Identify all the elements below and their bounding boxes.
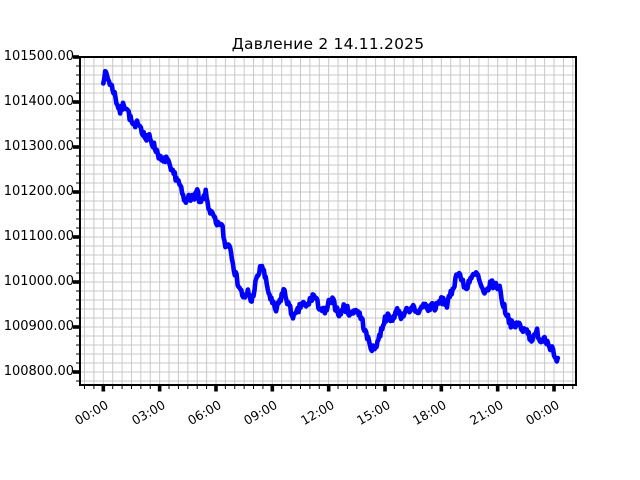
- plot-border: [79, 56, 577, 386]
- y-axis-label: 100800.00: [3, 364, 74, 379]
- y-axis-label: 101300.00: [3, 139, 74, 154]
- gridlines: [80, 57, 576, 385]
- pressure-series-line: [101, 68, 561, 364]
- axis-ticks: [73, 55, 574, 392]
- stats-bar: Last 100833.91 Mean(10) 100843.65 Max 10…: [0, 428, 640, 460]
- y-axis-label: 101200.00: [3, 184, 74, 199]
- y-axis-label: 101000.00: [3, 274, 74, 289]
- y-axis-label: 101400.00: [3, 94, 74, 109]
- y-axis-label: 101100.00: [3, 229, 74, 244]
- chart-title: Давление 2 14.11.2025: [231, 35, 425, 53]
- y-axis-label: 101500.00: [3, 49, 74, 64]
- y-axis-label: 100900.00: [3, 319, 74, 334]
